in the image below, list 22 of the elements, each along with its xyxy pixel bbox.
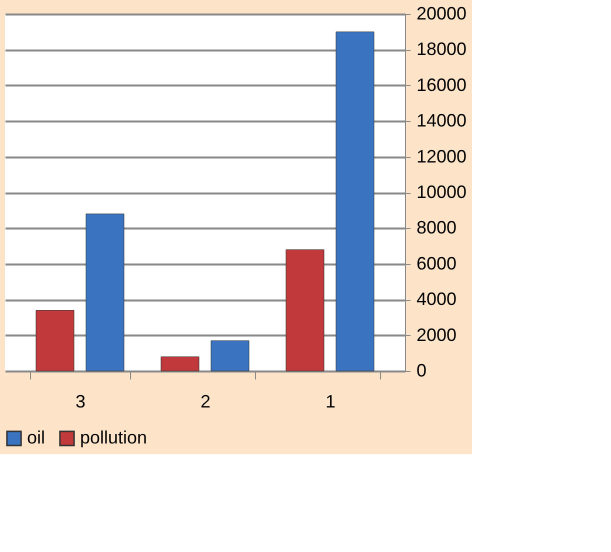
bar xyxy=(286,249,324,372)
bar xyxy=(160,356,200,372)
y-tick-label: 8000 xyxy=(416,218,457,238)
y-tick-label: 12000 xyxy=(416,146,467,166)
bar xyxy=(86,214,124,372)
y-tick-label: 0 xyxy=(416,360,427,380)
x-tick-label: 1 xyxy=(325,392,336,412)
y-tick-label: 16000 xyxy=(416,74,467,95)
y-tick-label: 18000 xyxy=(416,39,467,60)
y-tick-label: 10000 xyxy=(416,182,467,202)
y-tick-label: 20000 xyxy=(416,4,467,24)
legend-label: pollution xyxy=(80,427,148,448)
x-tick-label: 3 xyxy=(75,392,86,412)
y-tick-label: 2000 xyxy=(416,324,457,345)
bar xyxy=(36,310,74,372)
y-tick-label: 14000 xyxy=(416,110,467,131)
legend-label: oil xyxy=(27,427,46,448)
y-tick-label: 6000 xyxy=(416,253,457,274)
bar xyxy=(210,340,250,372)
y-tick-label: 4000 xyxy=(416,289,457,310)
bar xyxy=(336,32,374,372)
x-tick-label: 2 xyxy=(200,392,211,412)
